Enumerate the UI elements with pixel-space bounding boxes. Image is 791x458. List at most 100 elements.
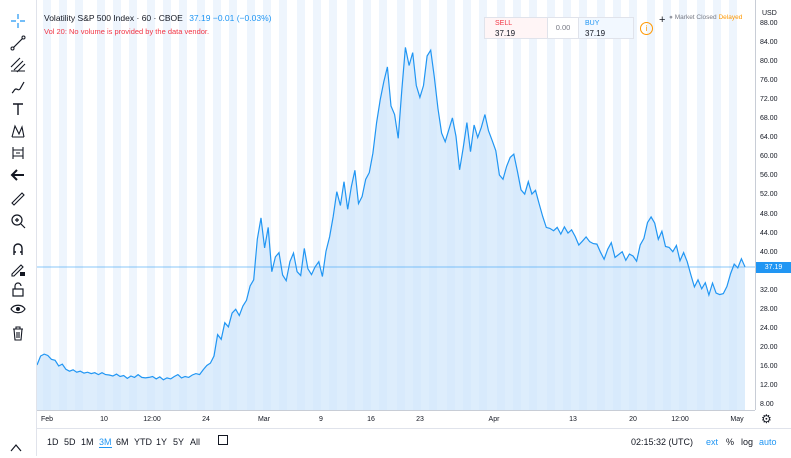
range-1d-button[interactable]: 1D <box>47 437 59 447</box>
brush-icon[interactable] <box>6 76 30 98</box>
range-1y-button[interactable]: 1Y <box>156 437 168 447</box>
lock-drawings-icon[interactable] <box>6 258 30 280</box>
time-tick-label: 24 <box>202 416 210 423</box>
session-break-band <box>729 0 737 410</box>
magnet-icon[interactable] <box>6 238 30 260</box>
back-arrow-icon[interactable] <box>6 164 30 186</box>
plus-icon[interactable]: + <box>659 14 666 26</box>
price-tick-label: 40.00 <box>760 248 778 256</box>
price-line[interactable] <box>36 47 746 381</box>
session-break-band <box>679 0 687 410</box>
currency-label: USD <box>762 10 777 17</box>
settings-icon[interactable]: ⚙ <box>761 412 772 426</box>
session-break-band <box>563 0 571 410</box>
range-all-button[interactable]: All <box>190 437 201 447</box>
ruler-icon[interactable] <box>6 188 30 210</box>
time-axis[interactable]: Feb 10 12:00 24 Mar 9 16 23 Apr 13 20 12:00 May <box>37 410 755 428</box>
time-tick-label: 20 <box>629 416 637 423</box>
info-icon[interactable]: i <box>640 22 653 35</box>
price-tick-label: 60.00 <box>760 153 778 161</box>
text-icon[interactable] <box>6 98 30 120</box>
prediction-icon[interactable] <box>6 142 30 164</box>
range-3m-button[interactable]: 3M <box>99 437 112 448</box>
range-6m-button[interactable]: 6M <box>116 437 129 447</box>
trash-icon[interactable] <box>6 322 30 344</box>
ext-toggle[interactable]: ext <box>706 437 719 447</box>
range-5y-button[interactable]: 5Y <box>173 437 185 447</box>
time-tick-label: 16 <box>367 416 375 423</box>
price-tick-label: 8.00 <box>760 401 774 408</box>
collapse-icon[interactable] <box>4 436 28 458</box>
price-chart[interactable] <box>36 0 755 411</box>
session-break-band <box>579 0 587 410</box>
session-break-band <box>279 0 287 410</box>
price-tick-label: 24.00 <box>760 324 778 332</box>
time-tick-label: 12:00 <box>143 416 161 423</box>
time-tick-label: 12:00 <box>671 416 689 423</box>
area-fill <box>37 47 745 411</box>
percent-toggle[interactable]: % <box>726 437 735 447</box>
session-break-band <box>129 0 137 410</box>
price-tick-label: 80.00 <box>760 58 778 66</box>
session-break-band <box>613 0 621 410</box>
fib-icon[interactable] <box>6 54 30 76</box>
session-break-band <box>597 0 605 410</box>
session-break-band <box>313 0 321 410</box>
session-break-band <box>229 0 237 410</box>
spread-value: 0.00 <box>548 17 578 39</box>
price-tick-label: 48.00 <box>760 210 778 218</box>
legend-separator: · <box>136 13 142 23</box>
session-break-band <box>647 0 655 410</box>
session-break-band <box>713 0 721 410</box>
sell-label: SELL <box>495 20 513 27</box>
crosshair-icon[interactable] <box>6 10 30 32</box>
range-1m-button[interactable]: 1M <box>81 437 94 447</box>
symbol-exchange: CBOE <box>158 13 183 23</box>
session-break-band <box>329 0 337 410</box>
price-tick-label: 56.00 <box>760 172 778 180</box>
symbol-interval: 60 <box>141 13 152 23</box>
lock-icon[interactable] <box>6 278 30 300</box>
session-break-band <box>59 0 67 410</box>
session-break-band <box>663 0 671 410</box>
time-tick-label: 9 <box>319 416 323 423</box>
goto-date-icon[interactable] <box>218 435 228 445</box>
time-tick-label: Mar <box>257 416 271 423</box>
price-tick-label: 52.00 <box>760 191 778 199</box>
session-break-band <box>697 0 705 410</box>
auto-toggle[interactable]: auto <box>759 437 777 447</box>
trend-line-icon[interactable] <box>6 32 30 54</box>
session-break-band <box>97 0 105 410</box>
price-tick-label: 32.00 <box>760 286 778 294</box>
range-ytd-button[interactable]: YTD <box>134 437 152 447</box>
session-break-band <box>629 0 637 410</box>
delayed-label: Delayed <box>718 14 743 21</box>
sell-button[interactable]: SELL 37.19 <box>484 17 548 39</box>
session-break-band <box>547 0 555 410</box>
status-dot-icon: ● <box>669 14 673 21</box>
time-tick-label: Apr <box>488 416 500 423</box>
session-break-band <box>297 0 305 410</box>
price-tick-label: 44.00 <box>760 229 778 237</box>
volume-warning: Vol 20: No volume is provided by the dat… <box>44 27 210 36</box>
price-tick-label: 28.00 <box>760 305 778 313</box>
time-tick-label: 10 <box>100 416 108 423</box>
symbol-legend: Volatility S&P 500 Index · 60 · CBOE 37.… <box>44 13 271 23</box>
session-break-band <box>263 0 271 410</box>
price-axis[interactable]: USD 88.00 84.00 80.00 76.00 72.00 68.00 64.00 6… <box>755 0 791 410</box>
chart-pane[interactable] <box>36 0 755 411</box>
pattern-icon[interactable] <box>6 120 30 142</box>
zoom-in-icon[interactable] <box>6 210 30 232</box>
clock: 02:15:32 (UTC) <box>631 437 694 447</box>
session-break-band <box>247 0 255 410</box>
eye-icon[interactable] <box>6 298 30 320</box>
range-5d-button[interactable]: 5D <box>64 437 76 447</box>
buy-price: 37.19 <box>585 29 606 38</box>
log-toggle[interactable]: log <box>741 437 754 447</box>
buy-button[interactable]: BUY 37.19 <box>578 17 634 39</box>
symbol-name[interactable]: Volatility S&P 500 Index <box>44 13 135 23</box>
price-tick-label: 72.00 <box>760 96 778 104</box>
current-price-label: 37.19 <box>756 261 791 273</box>
drawing-toolbar <box>0 0 37 456</box>
session-break-band <box>197 0 205 410</box>
